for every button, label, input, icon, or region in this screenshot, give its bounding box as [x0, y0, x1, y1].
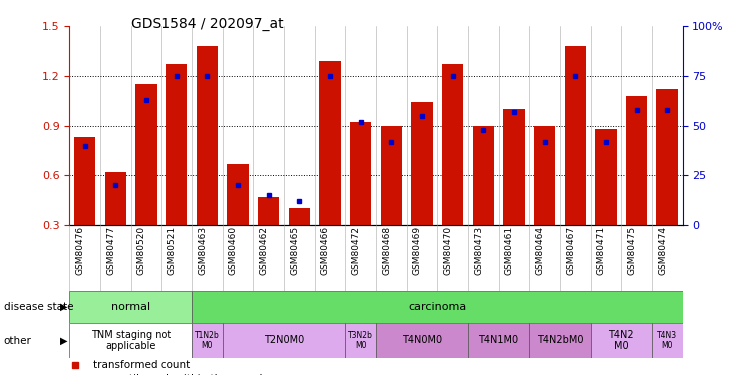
Bar — [192, 322, 223, 358]
Text: T1N2b
M0: T1N2b M0 — [195, 331, 220, 350]
Text: GSM80477: GSM80477 — [107, 226, 115, 275]
Bar — [258, 197, 280, 225]
Text: T4N0M0: T4N0M0 — [402, 335, 442, 345]
Text: T4N1M0: T4N1M0 — [479, 335, 518, 345]
Text: GSM80472: GSM80472 — [352, 226, 361, 275]
Bar — [288, 209, 310, 225]
Bar — [564, 46, 586, 225]
Text: carcinoma: carcinoma — [408, 302, 466, 312]
Text: GSM80475: GSM80475 — [628, 226, 637, 275]
Bar — [74, 137, 96, 225]
Bar — [591, 322, 652, 358]
Text: GDS1584 / 202097_at: GDS1584 / 202097_at — [131, 17, 284, 31]
Text: GSM80468: GSM80468 — [383, 226, 391, 275]
Bar — [350, 122, 372, 225]
Bar — [468, 322, 529, 358]
Text: TNM staging not
applicable: TNM staging not applicable — [91, 330, 171, 351]
Bar — [595, 129, 617, 225]
Bar — [380, 126, 402, 225]
Bar — [345, 322, 376, 358]
Text: GSM80471: GSM80471 — [597, 226, 606, 275]
Text: GSM80521: GSM80521 — [168, 226, 177, 275]
Bar — [192, 291, 683, 322]
Text: GSM80461: GSM80461 — [505, 226, 514, 275]
Bar — [411, 102, 433, 225]
Text: transformed count: transformed count — [93, 360, 190, 370]
Text: GSM80476: GSM80476 — [76, 226, 85, 275]
Bar — [227, 164, 249, 225]
Text: percentile rank within the sample: percentile rank within the sample — [93, 374, 269, 375]
Text: disease state: disease state — [4, 302, 73, 312]
Bar — [69, 322, 192, 358]
Text: other: other — [4, 336, 31, 345]
Text: T4N3
M0: T4N3 M0 — [657, 331, 677, 350]
Bar — [472, 126, 494, 225]
Text: GSM80462: GSM80462 — [260, 226, 269, 275]
Text: GSM80470: GSM80470 — [444, 226, 453, 275]
Bar — [69, 291, 192, 322]
Text: T2N0M0: T2N0M0 — [264, 335, 304, 345]
Text: T4N2bM0: T4N2bM0 — [537, 335, 583, 345]
Bar — [223, 322, 345, 358]
Bar — [196, 46, 218, 225]
Bar — [376, 322, 468, 358]
Text: GSM80465: GSM80465 — [291, 226, 299, 275]
Text: GSM80460: GSM80460 — [229, 226, 238, 275]
Bar — [626, 96, 648, 225]
Text: GSM80467: GSM80467 — [566, 226, 575, 275]
Text: GSM80463: GSM80463 — [199, 226, 207, 275]
Text: GSM80469: GSM80469 — [413, 226, 422, 275]
Text: T4N2
M0: T4N2 M0 — [608, 330, 634, 351]
Text: GSM80464: GSM80464 — [536, 226, 545, 275]
Bar — [656, 89, 678, 225]
Bar — [104, 172, 126, 225]
Bar — [503, 109, 525, 225]
Text: ▶: ▶ — [60, 336, 67, 345]
Bar — [529, 322, 591, 358]
Text: GSM80473: GSM80473 — [474, 226, 483, 275]
Text: GSM80520: GSM80520 — [137, 226, 146, 275]
Text: T3N2b
M0: T3N2b M0 — [348, 331, 373, 350]
Bar — [135, 84, 157, 225]
Bar — [166, 64, 188, 225]
Bar — [442, 64, 464, 225]
Bar — [534, 126, 556, 225]
Text: ▶: ▶ — [60, 302, 67, 312]
Text: GSM80466: GSM80466 — [321, 226, 330, 275]
Bar — [319, 61, 341, 225]
Text: normal: normal — [111, 302, 150, 312]
Text: GSM80474: GSM80474 — [658, 226, 667, 275]
Bar — [652, 322, 683, 358]
